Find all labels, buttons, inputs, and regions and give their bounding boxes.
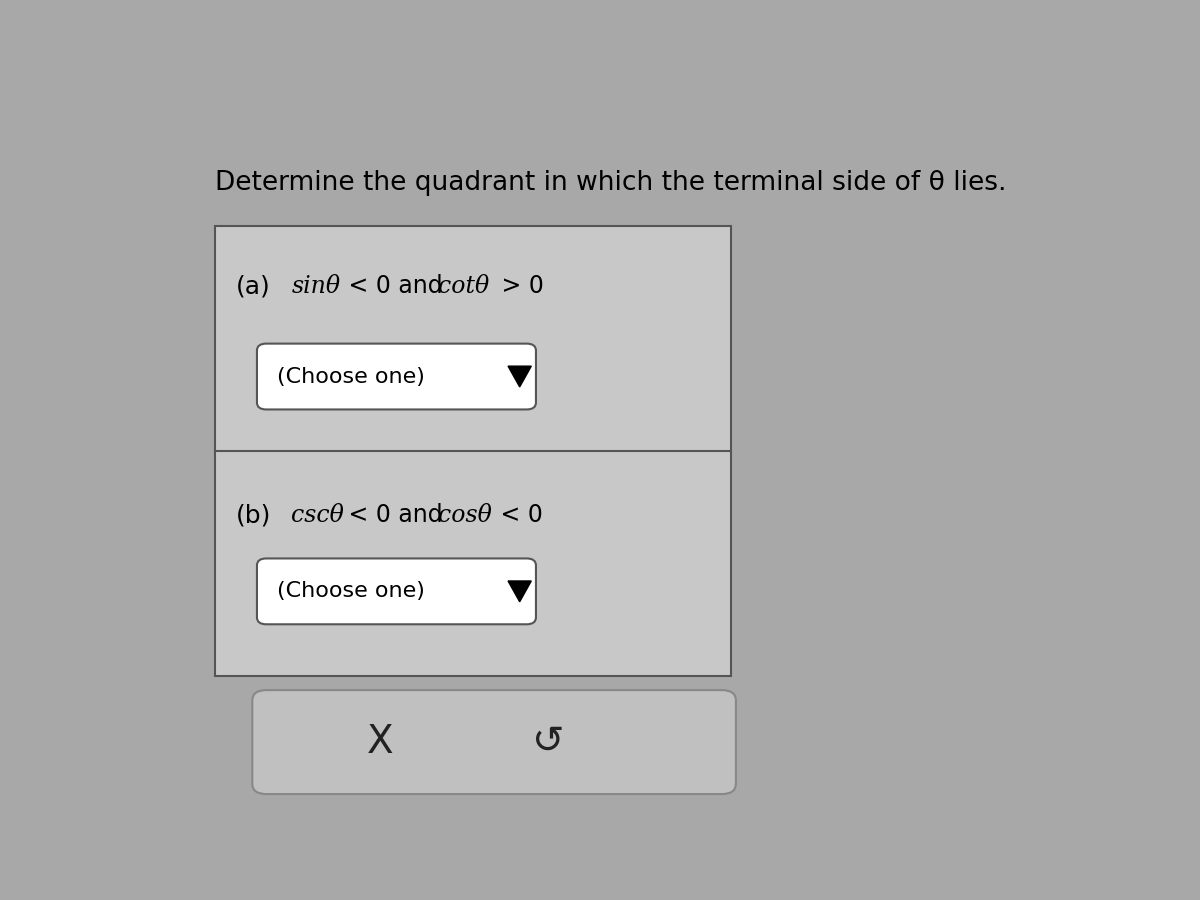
Text: cosθ: cosθ [438, 504, 492, 526]
Text: cscθ: cscθ [292, 504, 344, 526]
Text: ↺: ↺ [533, 723, 565, 761]
Text: cotθ: cotθ [438, 274, 490, 298]
Text: Determine the quadrant in which the terminal side of θ lies.: Determine the quadrant in which the term… [215, 170, 1007, 196]
Text: sinθ: sinθ [292, 274, 341, 298]
Text: (Choose one): (Choose one) [277, 581, 425, 601]
Polygon shape [508, 581, 532, 602]
FancyBboxPatch shape [215, 226, 731, 676]
Text: (a): (a) [235, 274, 270, 299]
Text: (Choose one): (Choose one) [277, 366, 425, 386]
Text: (b): (b) [235, 503, 271, 527]
Text: < 0 and: < 0 and [341, 274, 443, 299]
Polygon shape [508, 366, 532, 387]
Text: X: X [367, 723, 394, 761]
Text: < 0 and: < 0 and [341, 503, 443, 527]
Text: < 0: < 0 [493, 503, 544, 527]
FancyBboxPatch shape [252, 690, 736, 794]
FancyBboxPatch shape [257, 558, 536, 625]
FancyBboxPatch shape [257, 344, 536, 410]
Text: > 0: > 0 [494, 274, 544, 299]
